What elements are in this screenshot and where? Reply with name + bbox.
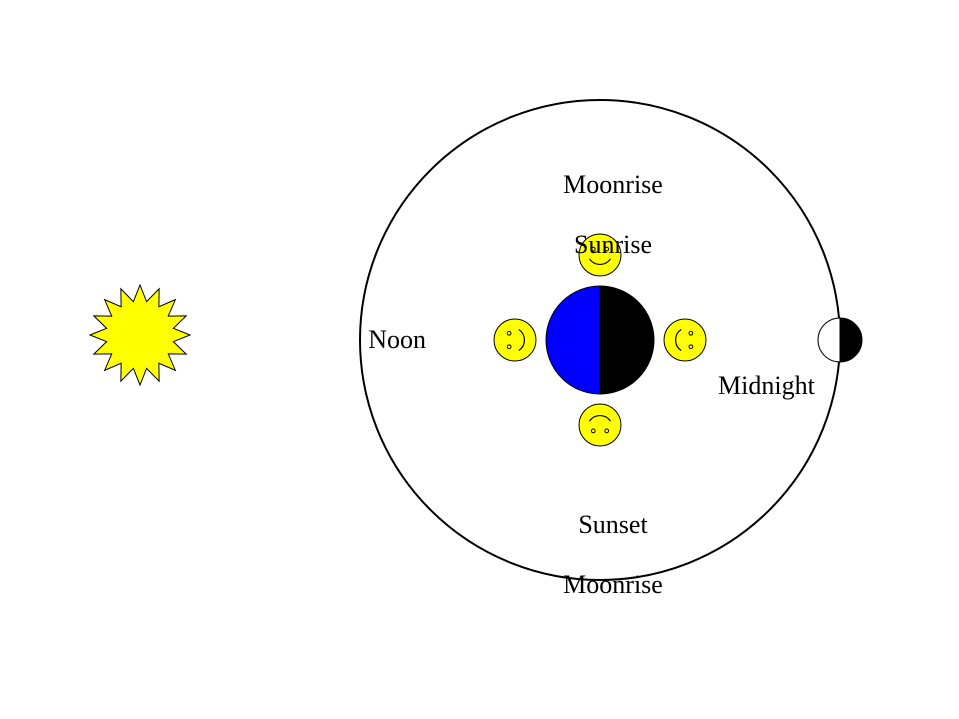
label-bottom-line2: Moonrise [563,570,663,599]
label-top: Moonrise Sunrise [537,140,663,289]
label-top-line1: Moonrise [563,170,663,199]
label-right: Midnight [718,371,815,401]
earth-icon [546,286,654,394]
label-top-line2: Sunrise [574,230,652,259]
diagram-canvas: Moonrise Sunrise Noon Midnight Sunset Mo… [0,0,959,719]
sun-icon [90,285,190,385]
diagram-svg [0,0,959,719]
label-bottom: Sunset Moonrise [537,480,663,629]
moon-icon [818,318,862,362]
observer-face-right [664,319,706,361]
label-left: Noon [368,325,426,355]
observer-face-bottom [579,404,621,446]
observer-face-left [494,319,536,361]
label-bottom-line1: Sunset [578,510,647,539]
